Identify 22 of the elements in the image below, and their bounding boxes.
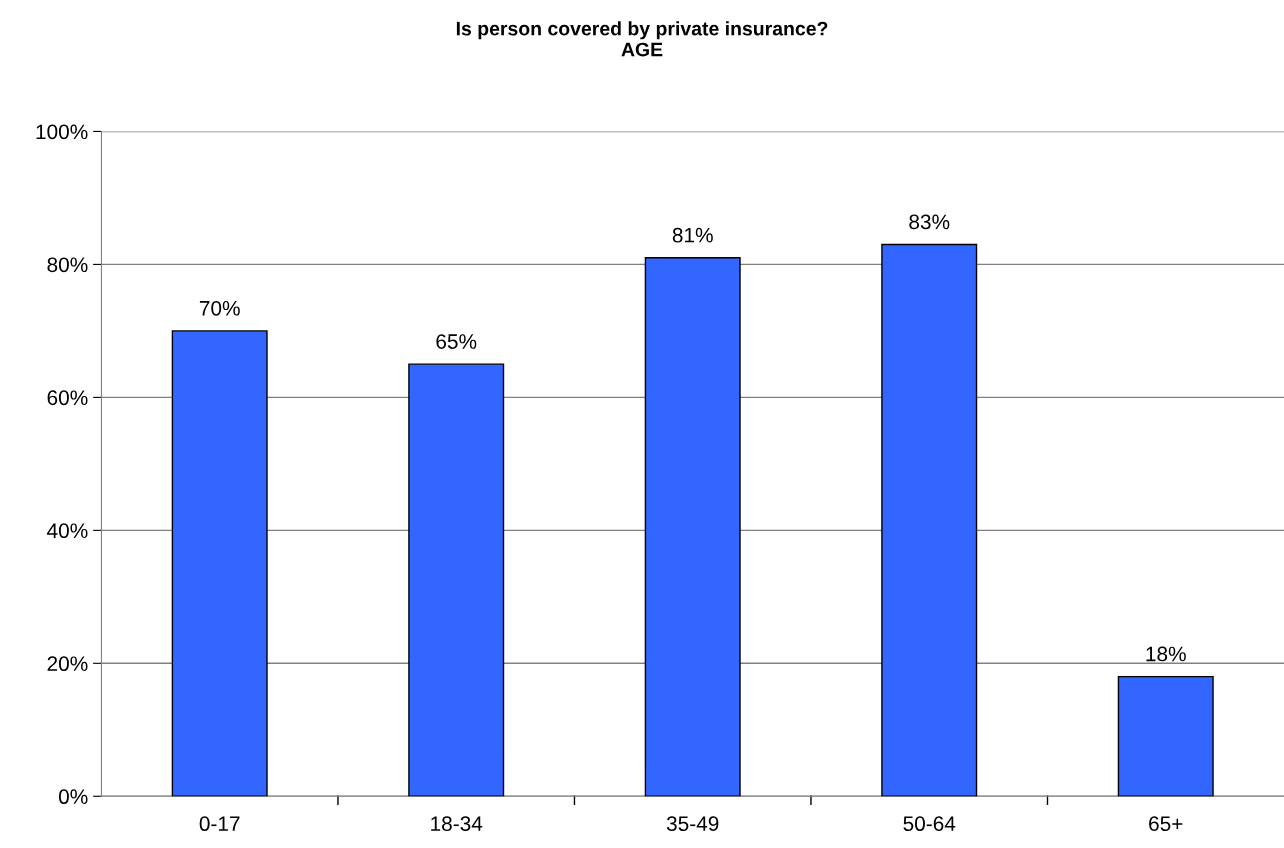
data-label: 70% [199,300,240,316]
bar [171,330,268,797]
data-label: 65% [436,334,477,349]
y-tick-label: 60% [47,390,88,406]
bar [408,363,505,797]
data-label: 18% [1146,646,1186,662]
bar [881,243,978,797]
y-tick-label: 0% [58,789,88,805]
y-tick-label: 20% [47,656,88,672]
bar [644,257,741,797]
data-label: 81% [672,227,713,243]
x-tick-label: 50-64 [903,816,956,832]
y-tick-label: 40% [47,523,88,539]
x-tick-label: 0-17 [199,816,240,832]
y-tick-label: 80% [47,257,88,273]
y-tick-label: 100% [36,124,88,140]
chart-title: Is person covered by private insurance? AGE [456,21,828,57]
x-tick-label: 35-49 [666,816,719,832]
x-tick-label: 65+ [1149,816,1183,832]
data-label: 83% [909,214,950,230]
x-tick-label: 18-34 [431,816,483,832]
bar [1117,675,1214,797]
